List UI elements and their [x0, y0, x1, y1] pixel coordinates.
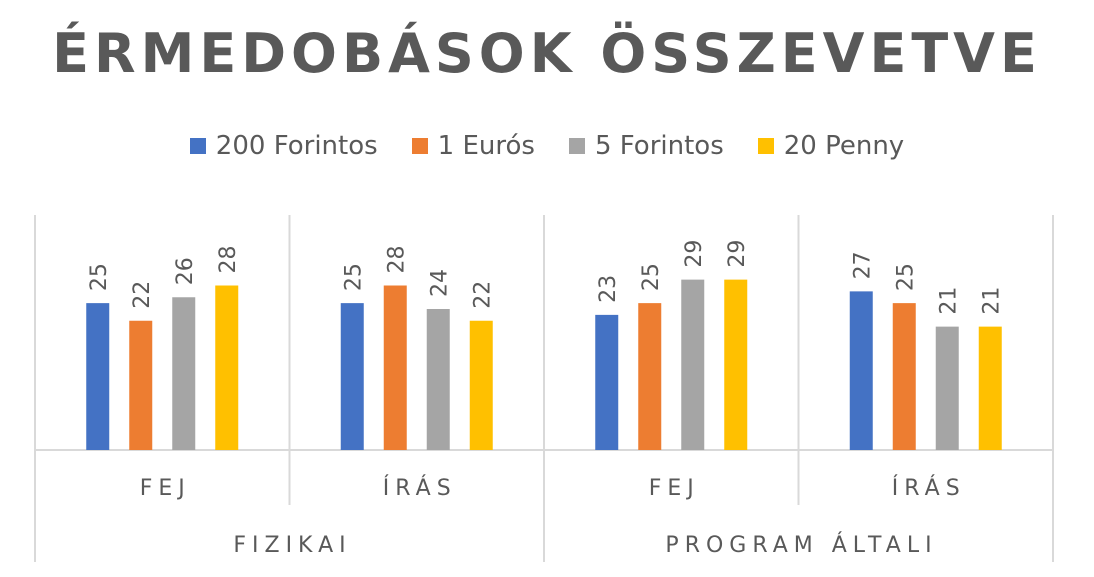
category-tick-label: ÍRÁS — [892, 475, 966, 501]
legend-swatch — [411, 138, 428, 154]
data-label: 22 — [130, 281, 155, 309]
data-label: 28 — [216, 246, 241, 274]
bar — [681, 279, 705, 450]
data-label: 21 — [936, 287, 961, 315]
group-tick-label: FIZIKAI — [233, 533, 351, 558]
legend-item-1-euros: 1 Eurós — [411, 131, 535, 161]
legend-label: 200 Forintos — [215, 131, 378, 161]
group-tick-label: PROGRAM ÁLTALI — [665, 532, 937, 558]
bar — [849, 291, 873, 450]
data-label: 27 — [850, 251, 875, 279]
legend-swatch — [189, 138, 206, 154]
data-label: 21 — [979, 287, 1004, 315]
bar — [172, 297, 196, 450]
data-label: 29 — [682, 240, 707, 268]
bar — [469, 320, 493, 450]
category-tick-label: ÍRÁS — [383, 475, 457, 501]
legend-item-200-forintos: 200 Forintos — [189, 131, 378, 161]
data-label: 28 — [384, 246, 409, 274]
bar — [935, 326, 959, 450]
legend-swatch — [568, 138, 585, 154]
bar — [978, 326, 1002, 450]
bar — [340, 303, 364, 450]
bar — [86, 303, 110, 450]
chart-title: ÉRMEDOBÁSOK ÖSSZEVETVE — [52, 22, 1042, 85]
chart-legend: 200 Forintos 1 Eurós 5 Forintos 20 Penny — [0, 131, 1094, 161]
legend-label: 5 Forintos — [594, 131, 724, 161]
bar — [129, 320, 153, 450]
category-tick-label: FEJ — [649, 476, 700, 501]
legend-item-5-forintos: 5 Forintos — [568, 131, 724, 161]
data-label: 26 — [173, 257, 198, 285]
data-label: 22 — [470, 281, 495, 309]
bar — [383, 285, 407, 450]
bar — [638, 303, 662, 450]
bar — [215, 285, 239, 450]
bar — [595, 314, 619, 450]
legend-label: 20 Penny — [783, 131, 905, 161]
data-label: 25 — [893, 263, 918, 291]
data-label: 24 — [427, 269, 452, 297]
legend-item-20-penny: 20 Penny — [757, 131, 905, 161]
bar — [724, 279, 748, 450]
data-label: 25 — [87, 263, 112, 291]
data-label: 25 — [341, 263, 366, 291]
category-tick-label: FEJ — [140, 476, 191, 501]
data-label: 25 — [639, 263, 664, 291]
bar — [892, 303, 916, 450]
data-label: 29 — [725, 240, 750, 268]
bar — [426, 309, 450, 450]
data-label: 23 — [596, 275, 621, 303]
legend-swatch — [757, 138, 774, 154]
legend-label: 1 Eurós — [437, 131, 535, 161]
